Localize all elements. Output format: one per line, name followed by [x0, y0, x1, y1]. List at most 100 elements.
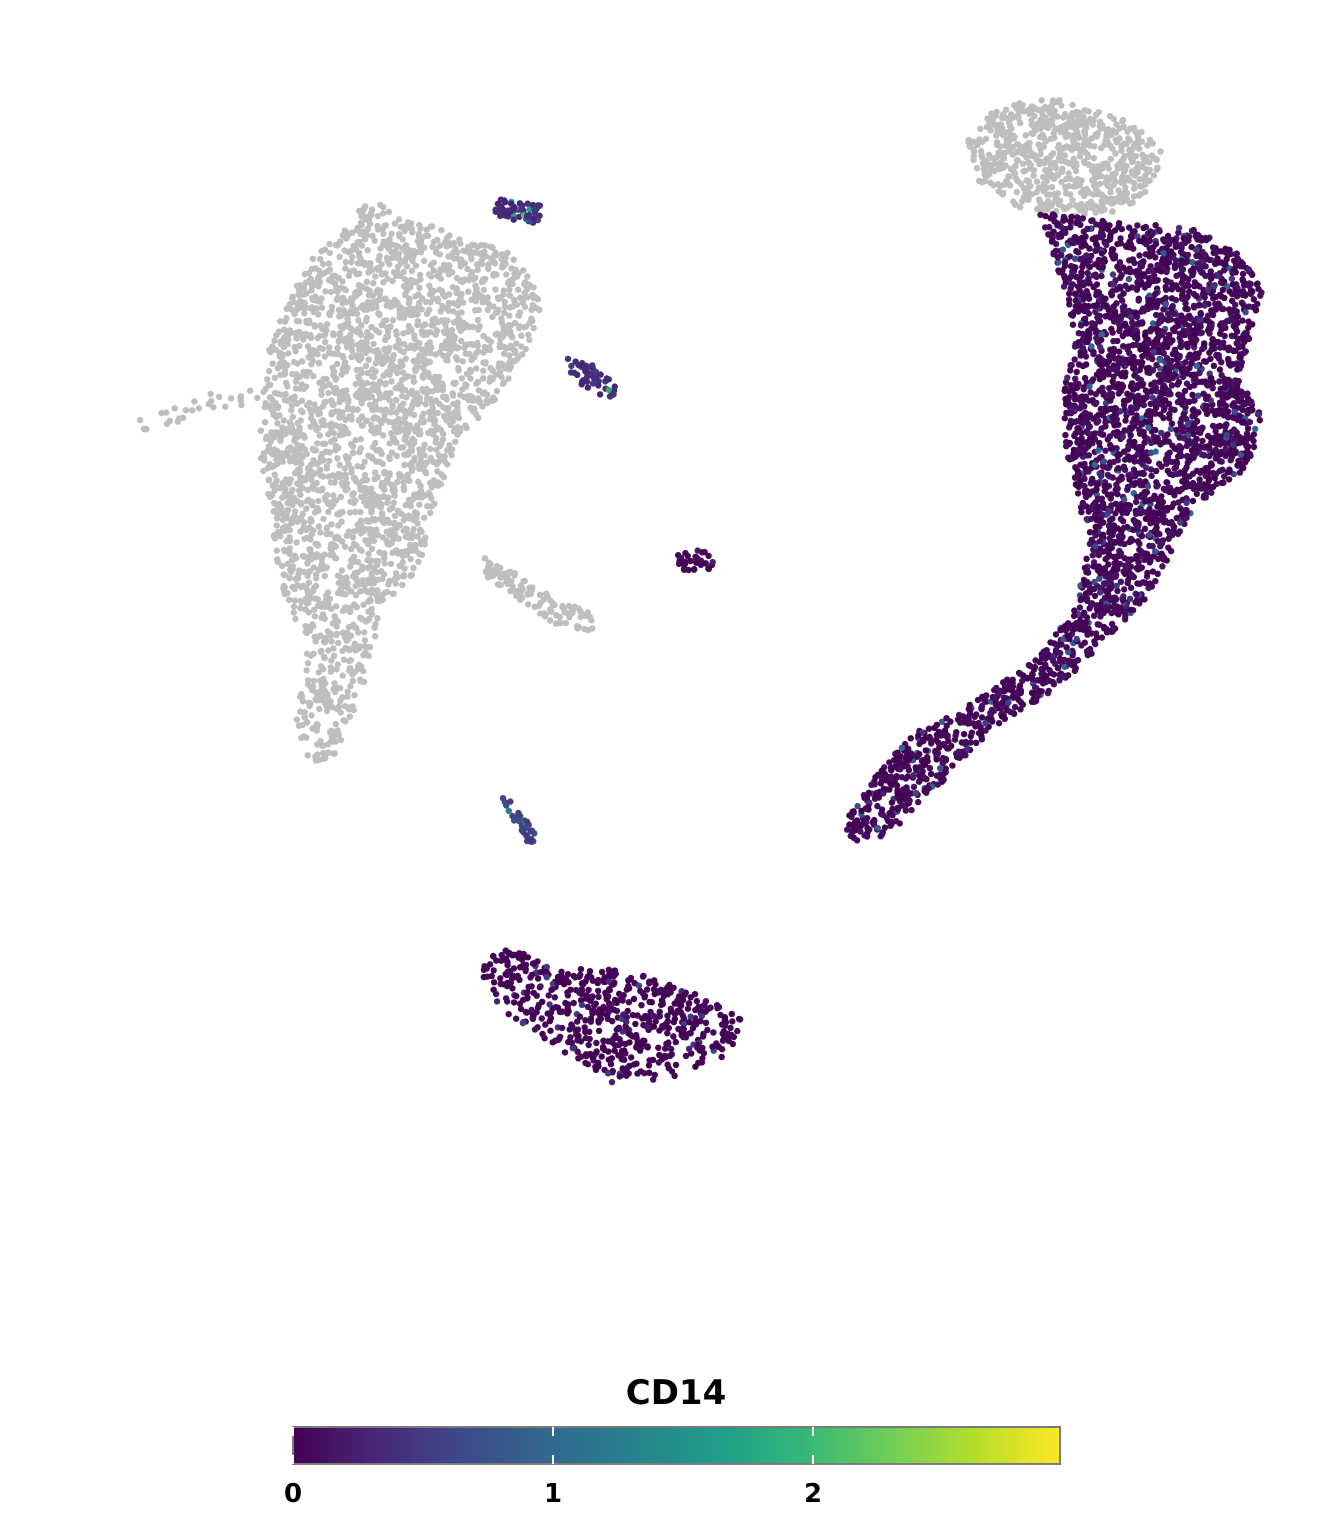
cell-point	[298, 397, 306, 404]
cell-point	[330, 372, 338, 380]
cell-point	[309, 498, 316, 506]
cell-point	[400, 330, 407, 337]
cell-point	[1075, 134, 1083, 141]
cell-point	[933, 721, 940, 729]
cell-point	[482, 568, 490, 576]
cell-point	[356, 270, 363, 277]
cell-point	[1136, 252, 1143, 259]
cell-point	[207, 390, 214, 398]
cell-point	[374, 266, 382, 274]
cell-point	[458, 290, 465, 297]
cell-point	[320, 260, 327, 268]
cell-point	[1138, 183, 1145, 190]
cell-point	[323, 491, 331, 499]
cell-point	[266, 447, 274, 454]
cell-point	[356, 253, 363, 260]
cell-point	[457, 327, 464, 335]
cell-point	[309, 255, 317, 262]
cell-point	[449, 392, 457, 399]
cell-point	[325, 473, 332, 480]
cell-point	[1104, 174, 1111, 182]
cell-point	[393, 452, 400, 460]
cell-point	[361, 637, 369, 644]
cell-point	[332, 287, 340, 294]
cell-point	[399, 581, 406, 589]
cell-point	[286, 327, 294, 334]
cell-point	[475, 387, 483, 394]
cell-point	[308, 712, 315, 719]
cell-point	[369, 366, 376, 373]
cell-point	[277, 318, 284, 325]
cell-point	[297, 528, 304, 535]
cell-point	[525, 601, 532, 608]
cell-point	[1072, 202, 1080, 209]
cell-point	[562, 619, 570, 627]
cell-point	[260, 467, 267, 475]
cell-point	[371, 633, 379, 640]
cell-point	[274, 420, 281, 427]
cell-point	[331, 613, 338, 620]
cell-point	[328, 638, 335, 645]
cell-point	[384, 275, 391, 282]
cell-point	[1026, 139, 1033, 147]
cell-point	[310, 527, 317, 534]
cell-point	[336, 432, 343, 439]
cell-point	[285, 445, 292, 452]
cell-point	[344, 688, 351, 695]
cell-point	[345, 272, 353, 280]
cell-point	[1245, 303, 1253, 310]
cell-point	[309, 296, 317, 303]
cell-point	[286, 458, 294, 465]
cell-point	[303, 650, 311, 657]
cell-point	[421, 368, 429, 375]
cell-point	[260, 450, 267, 457]
cell-point	[352, 508, 359, 516]
cell-point	[1207, 355, 1214, 362]
cell-point	[419, 465, 427, 472]
cell-point	[1136, 546, 1143, 553]
cell-point	[322, 338, 329, 346]
cell-point	[304, 486, 311, 494]
cell-point	[289, 370, 296, 378]
cell-point	[307, 536, 314, 543]
cell-point	[266, 461, 273, 468]
cell-point	[288, 407, 295, 414]
cell-point	[388, 539, 395, 547]
cell-point	[589, 625, 596, 632]
cell-point	[311, 401, 318, 408]
cell-point	[295, 299, 303, 306]
cell-point	[320, 600, 327, 607]
cell-point	[141, 426, 148, 433]
cell-point	[400, 245, 407, 253]
cell-point	[288, 518, 295, 526]
cell-point	[318, 391, 325, 398]
cell-point	[1189, 391, 1196, 398]
cell-point	[281, 584, 288, 591]
cell-point	[1011, 201, 1019, 208]
cell-point	[476, 250, 483, 257]
cell-point	[287, 476, 294, 483]
cell-point	[328, 541, 335, 548]
cell-point	[505, 361, 513, 369]
cell-point	[341, 247, 348, 254]
cell-point	[328, 521, 335, 528]
cell-point	[427, 445, 434, 453]
cell-point	[296, 342, 303, 350]
cell-point	[316, 410, 324, 417]
cell-point	[327, 288, 335, 296]
cell-point	[985, 151, 993, 158]
cell-point	[1146, 177, 1153, 184]
cell-point	[411, 345, 418, 352]
cell-point	[298, 500, 305, 507]
cell-point	[325, 508, 332, 516]
cell-point	[1183, 380, 1191, 387]
cell-point	[317, 648, 324, 656]
cell-point	[379, 591, 386, 598]
cell-point	[388, 430, 395, 437]
cell-point	[471, 274, 479, 281]
cell-point	[1119, 173, 1126, 181]
cell-point	[372, 398, 379, 405]
cell-point	[277, 437, 284, 444]
cell-point	[325, 601, 332, 608]
cell-point	[297, 708, 304, 715]
